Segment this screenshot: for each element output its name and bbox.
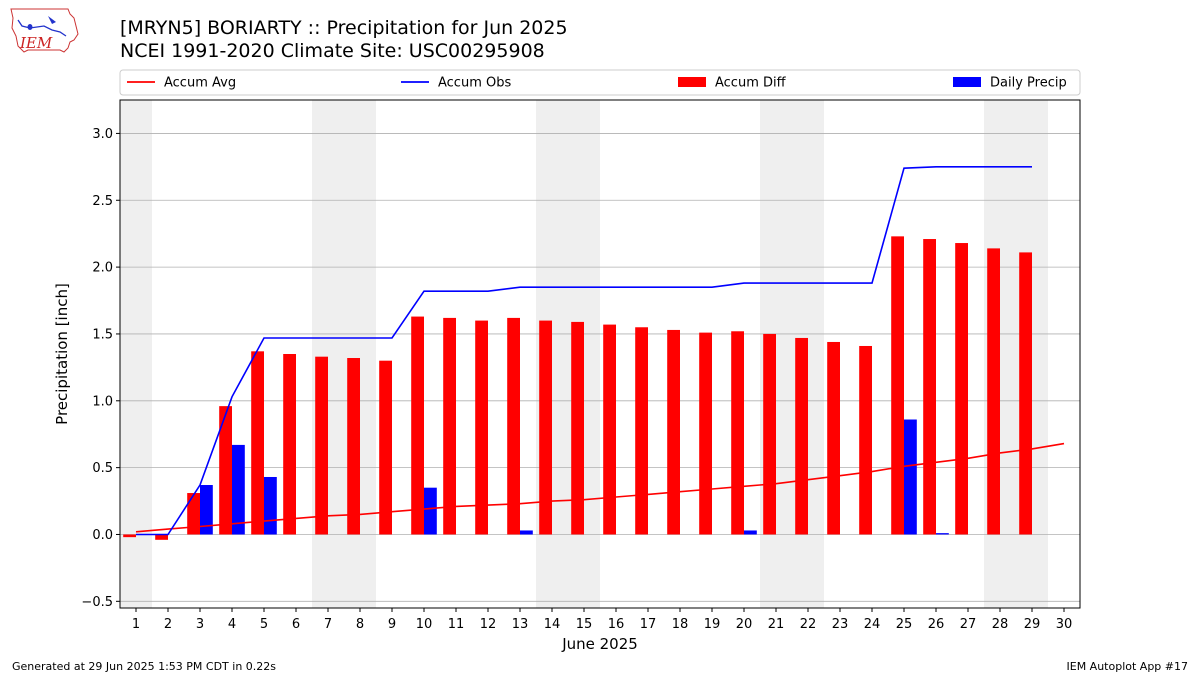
x-tick-label: 6	[292, 617, 300, 632]
x-tick-label: 26	[928, 617, 945, 632]
accum-diff-bar	[731, 331, 744, 535]
x-tick-label: 18	[672, 617, 689, 632]
y-tick-label: 2.5	[92, 194, 113, 209]
legend-label: Daily Precip	[990, 76, 1067, 91]
chart-subtitle: NCEI 1991-2020 Climate Site: USC00295908	[120, 40, 545, 62]
x-tick-label: 16	[608, 617, 625, 632]
legend-swatch	[678, 77, 706, 87]
accum-diff-bar	[795, 337, 808, 535]
x-tick-label: 12	[480, 617, 497, 632]
daily-precip-bar	[936, 533, 949, 535]
accum-avg-line	[135, 442, 1065, 533]
accum-diff-bar	[571, 321, 584, 535]
accum-diff-bar	[923, 239, 936, 535]
accum-diff-bar	[827, 341, 840, 535]
accum-diff-bar	[347, 358, 360, 535]
accum-diff-bar	[955, 243, 968, 535]
chart-title: [MRYN5] BORIARTY :: Precipitation for Ju…	[120, 17, 568, 39]
y-axis-label: Precipitation [inch]	[53, 283, 71, 425]
accum-diff-bar	[123, 534, 136, 538]
app-note: IEM Autoplot App #17	[1066, 660, 1189, 673]
y-tick-label: 0.5	[92, 461, 113, 476]
x-tick-label: 3	[196, 617, 204, 632]
x-tick-label: 19	[704, 617, 721, 632]
x-tick-label: 23	[832, 617, 849, 632]
daily-precip-bar	[520, 530, 533, 535]
y-tick-label: 1.5	[92, 327, 113, 342]
iem-logo: IEM	[8, 6, 80, 62]
daily-precip-bar	[232, 444, 245, 535]
x-tick-label: 24	[864, 617, 881, 632]
daily-precip-bar	[424, 487, 437, 535]
x-tick-label: 27	[960, 617, 977, 632]
x-tick-label: 17	[640, 617, 657, 632]
accum-diff-bar	[411, 316, 424, 535]
daily-precip-bar	[200, 485, 213, 535]
daily-precip-bar	[744, 530, 757, 535]
x-tick-label: 10	[416, 617, 433, 632]
accum-diff-bar	[539, 320, 552, 535]
x-tick-label: 29	[1024, 617, 1041, 632]
legend-label: Accum Diff	[715, 76, 787, 91]
y-tick-label: 2.0	[92, 261, 113, 276]
accum-obs-line	[136, 166, 1032, 536]
x-tick-label: 7	[324, 617, 332, 632]
accum-diff-bar	[891, 236, 904, 535]
x-tick-label: 9	[388, 617, 396, 632]
accum-diff-bar	[155, 534, 168, 540]
y-tick-label: −0.5	[81, 595, 113, 610]
accum-diff-bar	[763, 333, 776, 535]
legend-label: Accum Avg	[164, 76, 236, 91]
x-tick-label: 11	[448, 617, 465, 632]
accum-diff-bar	[507, 317, 520, 535]
accum-diff-bar	[219, 406, 232, 535]
plot-frame	[119, 99, 1081, 609]
x-tick-label: 25	[896, 617, 913, 632]
x-tick-label: 22	[800, 617, 817, 632]
x-tick-label: 30	[1056, 617, 1073, 632]
legend-swatch	[953, 77, 981, 87]
accum-diff-bar	[379, 360, 392, 535]
weekend-band	[120, 100, 152, 608]
y-tick-label: 3.0	[92, 127, 113, 142]
x-tick-label: 5	[260, 617, 268, 632]
daily-precip-bar	[264, 476, 277, 535]
x-tick-label: 28	[992, 617, 1009, 632]
legend-box	[119, 69, 1081, 96]
accum-diff-bar	[443, 317, 456, 535]
x-tick-label: 21	[768, 617, 785, 632]
accum-diff-bar	[635, 327, 648, 535]
generated-note: Generated at 29 Jun 2025 1:53 PM CDT in …	[12, 660, 277, 673]
accum-diff-bar	[603, 324, 616, 535]
x-tick-label: 15	[576, 617, 593, 632]
legend-label: Accum Obs	[438, 76, 511, 91]
x-tick-label: 1	[132, 617, 140, 632]
accum-diff-bar	[251, 351, 264, 535]
svg-text:IEM: IEM	[19, 34, 53, 52]
accum-diff-bar	[315, 356, 328, 535]
x-tick-label: 8	[356, 617, 364, 632]
x-tick-label: 13	[512, 617, 529, 632]
accum-diff-bar	[667, 329, 680, 535]
daily-precip-bar	[904, 419, 917, 535]
accum-diff-bar	[987, 248, 1000, 535]
x-tick-label: 14	[544, 617, 561, 632]
accum-diff-bar	[187, 493, 200, 535]
x-tick-label: 20	[736, 617, 753, 632]
x-tick-label: 4	[228, 617, 236, 632]
x-axis-label: June 2025	[561, 635, 638, 653]
accum-diff-bar	[475, 320, 488, 535]
accum-diff-bar	[859, 345, 872, 535]
accum-diff-bar	[283, 354, 296, 535]
y-tick-label: 1.0	[92, 394, 113, 409]
x-tick-label: 2	[164, 617, 172, 632]
accum-diff-bar	[699, 332, 712, 535]
y-tick-label: 0.0	[92, 528, 113, 543]
accum-diff-bar	[1019, 252, 1032, 535]
